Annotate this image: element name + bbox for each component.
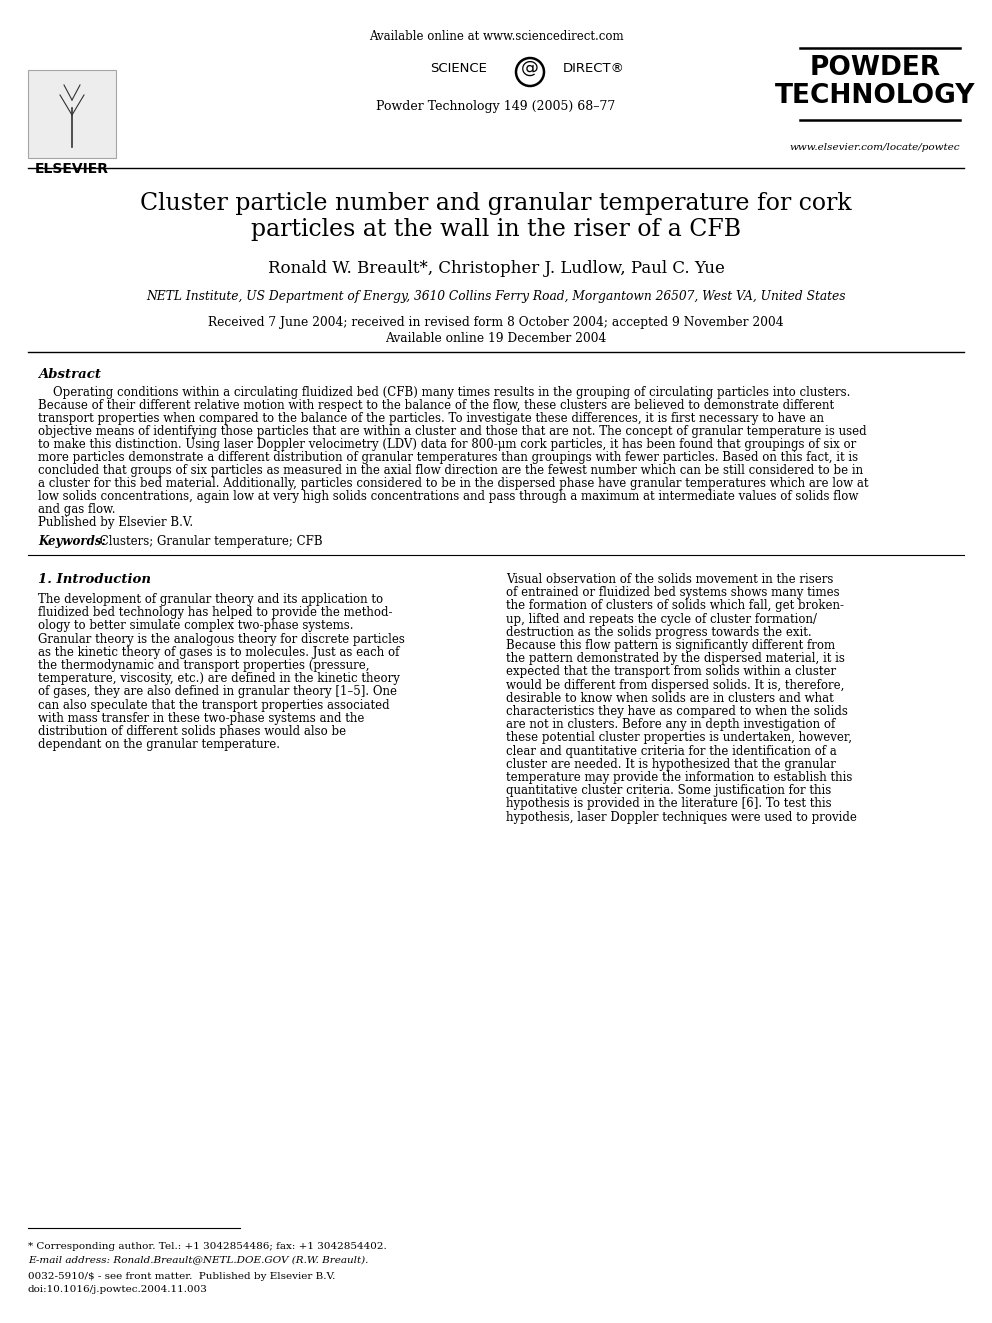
Bar bbox=[28, 70, 116, 157]
Text: with mass transfer in these two-phase systems and the: with mass transfer in these two-phase sy… bbox=[38, 712, 364, 725]
Text: the thermodynamic and transport properties (pressure,: the thermodynamic and transport properti… bbox=[38, 659, 369, 672]
Text: hypothesis is provided in the literature [6]. To test this: hypothesis is provided in the literature… bbox=[506, 798, 831, 811]
Text: transport properties when compared to the balance of the particles. To investiga: transport properties when compared to th… bbox=[38, 411, 824, 425]
Text: of entrained or fluidized bed systems shows many times: of entrained or fluidized bed systems sh… bbox=[506, 586, 839, 599]
Text: DIRECT®: DIRECT® bbox=[563, 62, 625, 75]
Text: of gases, they are also defined in granular theory [1–5]. One: of gases, they are also defined in granu… bbox=[38, 685, 397, 699]
Text: these potential cluster properties is undertaken, however,: these potential cluster properties is un… bbox=[506, 732, 852, 745]
Text: characteristics they have as compared to when the solids: characteristics they have as compared to… bbox=[506, 705, 848, 718]
Text: Because of their different relative motion with respect to the balance of the fl: Because of their different relative moti… bbox=[38, 400, 834, 411]
Text: Available online at www.sciencedirect.com: Available online at www.sciencedirect.co… bbox=[369, 30, 623, 44]
Text: the formation of clusters of solids which fall, get broken-: the formation of clusters of solids whic… bbox=[506, 599, 844, 613]
Text: ELSEVIER: ELSEVIER bbox=[35, 161, 109, 176]
Text: a cluster for this bed material. Additionally, particles considered to be in the: a cluster for this bed material. Additio… bbox=[38, 478, 869, 490]
Text: up, lifted and repeats the cycle of cluster formation/: up, lifted and repeats the cycle of clus… bbox=[506, 613, 817, 626]
Text: distribution of different solids phases would also be: distribution of different solids phases … bbox=[38, 725, 346, 738]
Text: Because this flow pattern is significantly different from: Because this flow pattern is significant… bbox=[506, 639, 835, 652]
Text: Ronald W. Breault*, Christopher J. Ludlow, Paul C. Yue: Ronald W. Breault*, Christopher J. Ludlo… bbox=[268, 261, 724, 277]
Text: Granular theory is the analogous theory for discrete particles: Granular theory is the analogous theory … bbox=[38, 632, 405, 646]
Text: desirable to know when solids are in clusters and what: desirable to know when solids are in clu… bbox=[506, 692, 833, 705]
Text: Abstract: Abstract bbox=[38, 368, 101, 381]
Text: Powder Technology 149 (2005) 68–77: Powder Technology 149 (2005) 68–77 bbox=[376, 101, 616, 112]
Text: objective means of identifying those particles that are within a cluster and tho: objective means of identifying those par… bbox=[38, 425, 867, 438]
Text: @: @ bbox=[521, 60, 539, 77]
Text: dependant on the granular temperature.: dependant on the granular temperature. bbox=[38, 738, 280, 751]
Text: fluidized bed technology has helped to provide the method-: fluidized bed technology has helped to p… bbox=[38, 606, 393, 619]
Text: quantitative cluster criteria. Some justification for this: quantitative cluster criteria. Some just… bbox=[506, 785, 831, 798]
Text: Available online 19 December 2004: Available online 19 December 2004 bbox=[385, 332, 607, 345]
Text: as the kinetic theory of gases is to molecules. Just as each of: as the kinetic theory of gases is to mol… bbox=[38, 646, 400, 659]
Text: * Corresponding author. Tel.: +1 3042854486; fax: +1 3042854402.: * Corresponding author. Tel.: +1 3042854… bbox=[28, 1242, 387, 1252]
Text: are not in clusters. Before any in depth investigation of: are not in clusters. Before any in depth… bbox=[506, 718, 835, 732]
Text: to make this distinction. Using laser Doppler velocimetry (LDV) data for 800-μm : to make this distinction. Using laser Do… bbox=[38, 438, 856, 451]
Text: The development of granular theory and its application to: The development of granular theory and i… bbox=[38, 593, 383, 606]
Text: NETL Institute, US Department of Energy, 3610 Collins Ferry Road, Morgantown 265: NETL Institute, US Department of Energy,… bbox=[146, 290, 846, 303]
Text: cluster are needed. It is hypothesized that the granular: cluster are needed. It is hypothesized t… bbox=[506, 758, 836, 771]
Text: Visual observation of the solids movement in the risers: Visual observation of the solids movemen… bbox=[506, 573, 833, 586]
Text: the pattern demonstrated by the dispersed material, it is: the pattern demonstrated by the disperse… bbox=[506, 652, 845, 665]
Text: doi:10.1016/j.powtec.2004.11.003: doi:10.1016/j.powtec.2004.11.003 bbox=[28, 1285, 208, 1294]
Text: Cluster particle number and granular temperature for cork: Cluster particle number and granular tem… bbox=[140, 192, 852, 216]
Text: more particles demonstrate a different distribution of granular temperatures tha: more particles demonstrate a different d… bbox=[38, 451, 858, 464]
Text: E-mail address: Ronald.Breault@NETL.DOE.GOV (R.W. Breault).: E-mail address: Ronald.Breault@NETL.DOE.… bbox=[28, 1256, 368, 1263]
Text: destruction as the solids progress towards the exit.: destruction as the solids progress towar… bbox=[506, 626, 811, 639]
Text: 0032-5910/$ - see front matter.  Published by Elsevier B.V.: 0032-5910/$ - see front matter. Publishe… bbox=[28, 1271, 335, 1281]
Text: and gas flow.: and gas flow. bbox=[38, 503, 115, 516]
Text: temperature may provide the information to establish this: temperature may provide the information … bbox=[506, 771, 852, 785]
Text: clear and quantitative criteria for the identification of a: clear and quantitative criteria for the … bbox=[506, 745, 836, 758]
Text: Published by Elsevier B.V.: Published by Elsevier B.V. bbox=[38, 516, 193, 529]
Text: Keywords:: Keywords: bbox=[38, 534, 106, 548]
Text: ology to better simulate complex two-phase systems.: ology to better simulate complex two-pha… bbox=[38, 619, 353, 632]
Text: POWDER
TECHNOLOGY: POWDER TECHNOLOGY bbox=[775, 56, 975, 108]
Text: concluded that groups of six particles as measured in the axial flow direction a: concluded that groups of six particles a… bbox=[38, 464, 863, 478]
Text: SCIENCE: SCIENCE bbox=[430, 62, 487, 75]
Text: would be different from dispersed solids. It is, therefore,: would be different from dispersed solids… bbox=[506, 679, 844, 692]
Text: Received 7 June 2004; received in revised form 8 October 2004; accepted 9 Novemb: Received 7 June 2004; received in revise… bbox=[208, 316, 784, 329]
Text: Operating conditions within a circulating fluidized bed (CFB) many times results: Operating conditions within a circulatin… bbox=[38, 386, 850, 400]
Text: Clusters; Granular temperature; CFB: Clusters; Granular temperature; CFB bbox=[96, 534, 322, 548]
Text: low solids concentrations, again low at very high solids concentrations and pass: low solids concentrations, again low at … bbox=[38, 490, 858, 503]
Text: temperature, viscosity, etc.) are defined in the kinetic theory: temperature, viscosity, etc.) are define… bbox=[38, 672, 400, 685]
Text: 1. Introduction: 1. Introduction bbox=[38, 573, 151, 586]
Text: expected that the transport from solids within a cluster: expected that the transport from solids … bbox=[506, 665, 836, 679]
Text: www.elsevier.com/locate/powtec: www.elsevier.com/locate/powtec bbox=[790, 143, 960, 152]
Text: can also speculate that the transport properties associated: can also speculate that the transport pr… bbox=[38, 699, 390, 712]
Text: hypothesis, laser Doppler techniques were used to provide: hypothesis, laser Doppler techniques wer… bbox=[506, 811, 857, 824]
Text: particles at the wall in the riser of a CFB: particles at the wall in the riser of a … bbox=[251, 218, 741, 241]
